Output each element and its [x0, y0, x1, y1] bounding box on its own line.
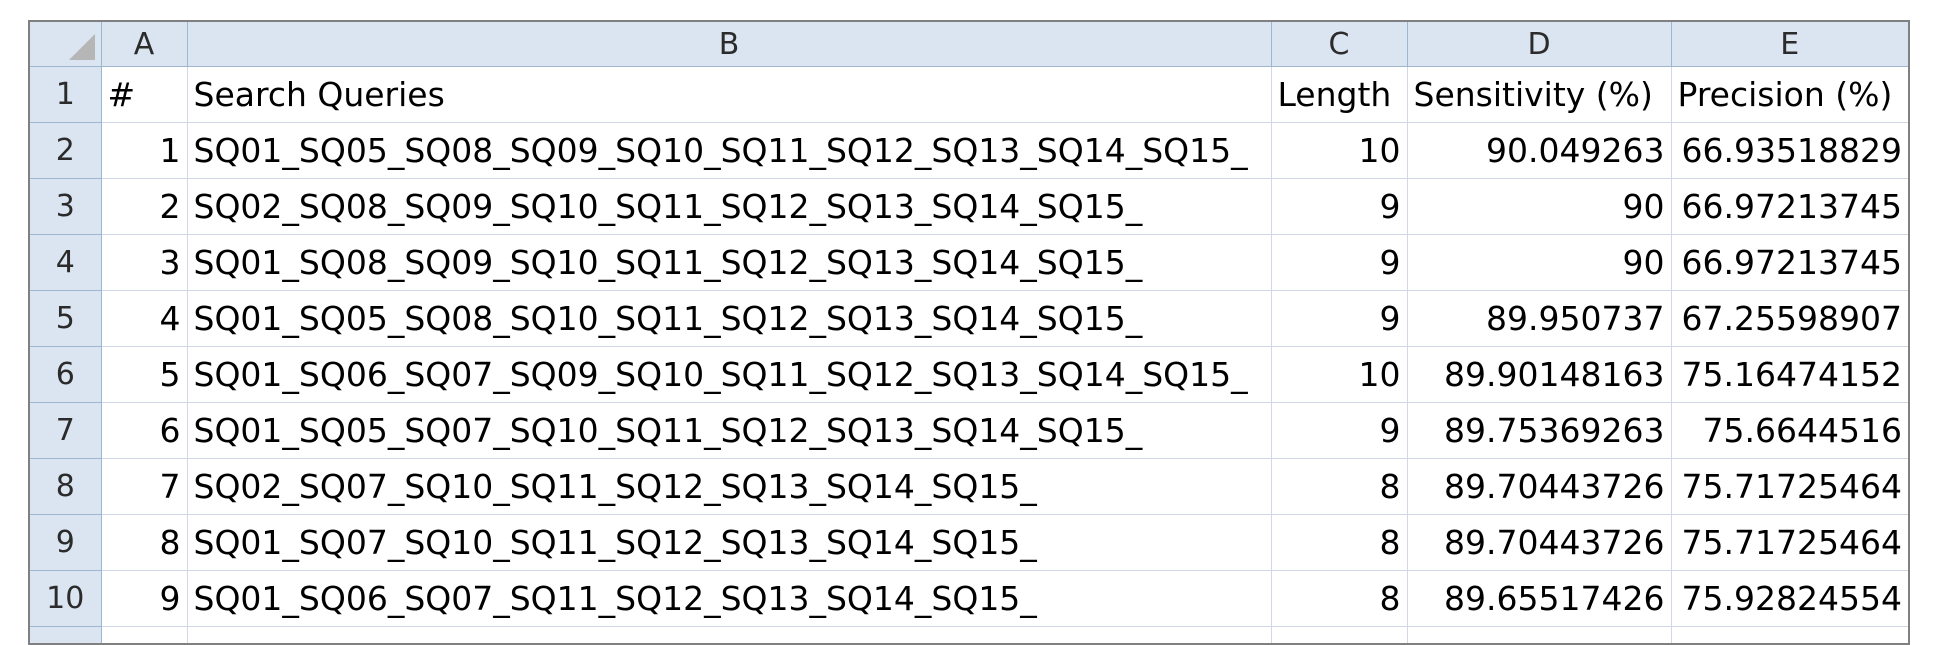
table-row: 6 5 SQ01_SQ06_SQ07_SQ09_SQ10_SQ11_SQ12_S… [28, 346, 1910, 403]
cell-query[interactable]: SQ01_SQ05_SQ08_SQ10_SQ11_SQ12_SQ13_SQ14_… [186, 290, 1272, 347]
cell-precision[interactable]: 66.93518829 [1670, 122, 1910, 179]
cell[interactable] [1270, 626, 1408, 645]
cell-index[interactable]: 3 [100, 234, 188, 291]
row-header[interactable]: 3 [28, 178, 102, 235]
cell-precision[interactable]: 75.92824554 [1670, 570, 1910, 627]
cell-length[interactable]: 8 [1270, 514, 1408, 571]
cell[interactable]: Search Queries [186, 66, 1272, 123]
column-header-a[interactable]: A [100, 20, 188, 67]
column-header-d[interactable]: D [1406, 20, 1672, 67]
cell-sensitivity[interactable]: 89.65517426 [1406, 570, 1672, 627]
row-header[interactable]: 7 [28, 402, 102, 459]
cell-precision[interactable]: 75.71725464 [1670, 458, 1910, 515]
row-header[interactable]: 10 [28, 570, 102, 627]
cell-query[interactable]: SQ01_SQ05_SQ08_SQ09_SQ10_SQ11_SQ12_SQ13_… [186, 122, 1272, 179]
spreadsheet-grid: A B C D E 1 # Search Queries Length Sens… [28, 20, 1910, 645]
cell-sensitivity[interactable]: 89.70443726 [1406, 458, 1672, 515]
cell[interactable] [1406, 626, 1672, 645]
cell[interactable]: Sensitivity (%) [1406, 66, 1672, 123]
column-header-row: A B C D E [28, 20, 1910, 67]
cell-query[interactable]: SQ01_SQ06_SQ07_SQ09_SQ10_SQ11_SQ12_SQ13_… [186, 346, 1272, 403]
cell-index[interactable]: 2 [100, 178, 188, 235]
table-row: 10 9 SQ01_SQ06_SQ07_SQ11_SQ12_SQ13_SQ14_… [28, 570, 1910, 627]
row-header[interactable]: 6 [28, 346, 102, 403]
cell-query[interactable]: SQ01_SQ08_SQ09_SQ10_SQ11_SQ12_SQ13_SQ14_… [186, 234, 1272, 291]
table-row: 5 4 SQ01_SQ05_SQ08_SQ10_SQ11_SQ12_SQ13_S… [28, 290, 1910, 347]
cell-sensitivity[interactable]: 89.90148163 [1406, 346, 1672, 403]
table-row: 2 1 SQ01_SQ05_SQ08_SQ09_SQ10_SQ11_SQ12_S… [28, 122, 1910, 179]
cell-query[interactable]: SQ01_SQ06_SQ07_SQ11_SQ12_SQ13_SQ14_SQ15_ [186, 570, 1272, 627]
partial-row [28, 626, 1910, 645]
table-row: 7 6 SQ01_SQ05_SQ07_SQ10_SQ11_SQ12_SQ13_S… [28, 402, 1910, 459]
cell[interactable] [100, 626, 188, 645]
cell-index[interactable]: 7 [100, 458, 188, 515]
cell-length[interactable]: 10 [1270, 346, 1408, 403]
cell-index[interactable]: 6 [100, 402, 188, 459]
cell-index[interactable]: 9 [100, 570, 188, 627]
cell[interactable]: # [100, 66, 188, 123]
cell-precision[interactable]: 66.97213745 [1670, 178, 1910, 235]
cell-length[interactable]: 9 [1270, 234, 1408, 291]
row-header[interactable]: 8 [28, 458, 102, 515]
cell-query[interactable]: SQ02_SQ07_SQ10_SQ11_SQ12_SQ13_SQ14_SQ15_ [186, 458, 1272, 515]
column-header-b[interactable]: B [186, 20, 1272, 67]
cell-sensitivity[interactable]: 89.950737 [1406, 290, 1672, 347]
cell-length[interactable]: 10 [1270, 122, 1408, 179]
cell-query[interactable]: SQ01_SQ05_SQ07_SQ10_SQ11_SQ12_SQ13_SQ14_… [186, 402, 1272, 459]
cell[interactable] [1670, 626, 1910, 645]
cell-sensitivity[interactable]: 90 [1406, 234, 1672, 291]
row-header-partial[interactable] [28, 626, 102, 645]
cell-length[interactable]: 9 [1270, 402, 1408, 459]
select-all-triangle-icon [68, 34, 95, 60]
cell-index[interactable]: 1 [100, 122, 188, 179]
cell-query[interactable]: SQ01_SQ07_SQ10_SQ11_SQ12_SQ13_SQ14_SQ15_ [186, 514, 1272, 571]
row-header[interactable]: 9 [28, 514, 102, 571]
cell-index[interactable]: 4 [100, 290, 188, 347]
column-header-c[interactable]: C [1270, 20, 1408, 67]
row-header[interactable]: 1 [28, 66, 102, 123]
table-row: 8 7 SQ02_SQ07_SQ10_SQ11_SQ12_SQ13_SQ14_S… [28, 458, 1910, 515]
cell-index[interactable]: 8 [100, 514, 188, 571]
column-header-e[interactable]: E [1670, 20, 1910, 67]
cell-sensitivity[interactable]: 89.70443726 [1406, 514, 1672, 571]
cell-query[interactable]: SQ02_SQ08_SQ09_SQ10_SQ11_SQ12_SQ13_SQ14_… [186, 178, 1272, 235]
cell-precision[interactable]: 75.71725464 [1670, 514, 1910, 571]
cell-sensitivity[interactable]: 89.75369263 [1406, 402, 1672, 459]
cell[interactable] [186, 626, 1272, 645]
table-row: 1 # Search Queries Length Sensitivity (%… [28, 66, 1910, 123]
cell-length[interactable]: 8 [1270, 570, 1408, 627]
table-row: 4 3 SQ01_SQ08_SQ09_SQ10_SQ11_SQ12_SQ13_S… [28, 234, 1910, 291]
cell-length[interactable]: 9 [1270, 178, 1408, 235]
row-header[interactable]: 2 [28, 122, 102, 179]
cell-length[interactable]: 8 [1270, 458, 1408, 515]
cell-sensitivity[interactable]: 90 [1406, 178, 1672, 235]
cell-precision[interactable]: 75.16474152 [1670, 346, 1910, 403]
cell-length[interactable]: 9 [1270, 290, 1408, 347]
table-row: 3 2 SQ02_SQ08_SQ09_SQ10_SQ11_SQ12_SQ13_S… [28, 178, 1910, 235]
cell-precision[interactable]: 66.97213745 [1670, 234, 1910, 291]
table-row: 9 8 SQ01_SQ07_SQ10_SQ11_SQ12_SQ13_SQ14_S… [28, 514, 1910, 571]
cell-sensitivity[interactable]: 90.049263 [1406, 122, 1672, 179]
cell-precision[interactable]: 67.25598907 [1670, 290, 1910, 347]
row-header[interactable]: 4 [28, 234, 102, 291]
select-all-corner[interactable] [28, 20, 102, 67]
row-header[interactable]: 5 [28, 290, 102, 347]
cell-index[interactable]: 5 [100, 346, 188, 403]
cell[interactable]: Length [1270, 66, 1408, 123]
cell[interactable]: Precision (%) [1670, 66, 1910, 123]
cell-precision[interactable]: 75.6644516 [1670, 402, 1910, 459]
